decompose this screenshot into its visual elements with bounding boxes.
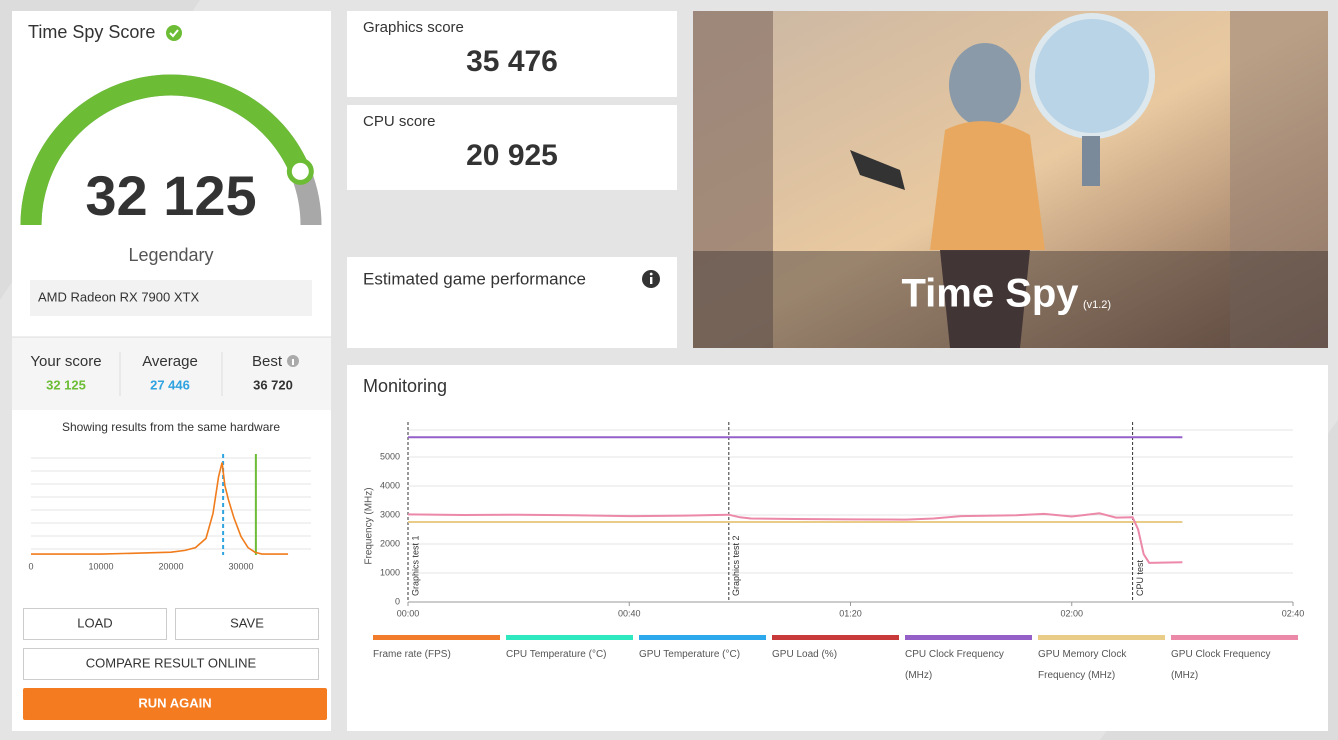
x-tick-label: 30000 (228, 561, 253, 571)
legend-label: Frame rate (FPS) (373, 649, 451, 660)
info-glyph (292, 359, 294, 365)
x-tick-label: 00:40 (618, 608, 641, 618)
legend-label: GPU Temperature (°C) (639, 649, 741, 660)
cpu-label: CPU score (363, 113, 436, 130)
info-glyph (650, 277, 653, 284)
average-value: 27 446 (150, 377, 190, 392)
best-value: 36 720 (253, 377, 293, 392)
x-tick-label: 02:00 (1060, 608, 1083, 618)
legend-swatch (905, 635, 1032, 640)
average-label: Average (142, 353, 198, 370)
button-frame[interactable] (23, 688, 327, 720)
graphics-value: 35 476 (466, 45, 558, 78)
rank: Legendary (128, 245, 213, 265)
gauge-knob (286, 157, 314, 185)
score-value: 32 125 (85, 164, 256, 227)
legend-swatch (373, 635, 500, 640)
best-label: Best (252, 353, 283, 370)
hero-image (693, 11, 1328, 348)
compare-button[interactable]: COMPARE RESULT ONLINE (23, 648, 319, 680)
legend-entry[interactable]: GPU Clock Frequency (MHz) (1171, 635, 1298, 686)
legend-swatch (1171, 635, 1298, 640)
test-marker-label: Graphics test 2 (731, 535, 741, 596)
legend-swatch (639, 635, 766, 640)
run-button[interactable]: RUN AGAIN (23, 688, 327, 720)
load-button[interactable]: LOAD (23, 608, 167, 640)
hero-version: (v1.2) (1083, 299, 1111, 311)
hero-title: Time Spy (901, 272, 1079, 316)
button-label[interactable]: RUN AGAIN (138, 695, 211, 710)
legend-entry[interactable]: CPU Temperature (°C) (506, 635, 633, 665)
button-label[interactable]: COMPARE RESULT ONLINE (86, 655, 257, 670)
gauge (20, 74, 322, 226)
legend-entry[interactable]: GPU Temperature (°C) (639, 635, 766, 665)
button-frame[interactable] (23, 648, 319, 680)
legend-label: CPU Temperature (°C) (506, 649, 607, 660)
legend-label: GPU Load (%) (772, 649, 838, 660)
graphics-label: Graphics score (363, 19, 464, 36)
x-tick-label: 20000 (158, 561, 183, 571)
gpu-name: AMD Radeon RX 7900 XTX (38, 289, 199, 304)
info-glyph (649, 272, 653, 276)
button-label[interactable]: LOAD (77, 615, 112, 630)
legend-entry[interactable]: Frame rate (FPS) (373, 635, 500, 665)
y-tick-label: 3000 (380, 509, 400, 519)
save-button[interactable]: SAVE (175, 608, 319, 640)
legend-entry[interactable]: GPU Load (%) (772, 635, 899, 665)
gpu-box (30, 280, 312, 316)
button-frame[interactable] (175, 608, 319, 640)
x-tick-label: 0 (28, 561, 33, 571)
distribution-chart: 0 10000 20000 30000 (28, 454, 311, 571)
test-marker-label: Graphics test 1 (410, 535, 420, 596)
check-icon (166, 25, 182, 41)
legend-entry[interactable]: CPU Clock Frequency (MHz) (905, 635, 1032, 686)
x-tick-label: 00:00 (397, 608, 420, 618)
estimated-title: Estimated game performance (363, 269, 586, 288)
monitoring-card (347, 365, 1328, 731)
test-marker-label: CPU test (1135, 559, 1145, 596)
monitoring-chart: 0 1000 2000 3000 4000 5000 00:00 00:40 01:20 02:0… (364, 422, 1305, 618)
legend-label: GPU Memory Clock Frequency (MHz) (1038, 649, 1127, 681)
distribution-caption: Showing results from the same hardware (62, 420, 280, 434)
gauge-fill (20, 74, 311, 226)
legend-swatch (1038, 635, 1165, 640)
y-axis-label: Frequency (MHz) (364, 487, 375, 564)
comparison-panel (12, 337, 331, 410)
cpu-card (347, 105, 677, 190)
legend-label: GPU Clock Frequency (MHz) (1171, 649, 1271, 681)
x-tick-label: 01:20 (839, 608, 862, 618)
score-title: Time Spy Score (28, 22, 155, 42)
button-label[interactable]: SAVE (230, 615, 264, 630)
legend-entry[interactable]: GPU Memory Clock Frequency (MHz) (1038, 635, 1165, 686)
hero-banner (693, 251, 1328, 348)
your-score-value: 32 125 (46, 377, 86, 392)
cpu-value: 20 925 (466, 139, 558, 172)
button-frame[interactable] (23, 608, 167, 640)
estimated-card (347, 257, 677, 348)
y-tick-label: 4000 (380, 480, 400, 490)
x-tick-label: 10000 (88, 561, 113, 571)
legend-label: CPU Clock Frequency (MHz) (905, 649, 1004, 681)
y-tick-label: 0 (395, 596, 400, 606)
check-mark (169, 29, 179, 38)
x-tick-label: 02:40 (1282, 608, 1305, 618)
monitoring-title: Monitoring (363, 376, 447, 396)
legend-swatch (772, 635, 899, 640)
y-tick-label: 5000 (380, 451, 400, 461)
y-tick-label: 1000 (380, 567, 400, 577)
your-score-label: Your score (30, 353, 101, 370)
distribution-line (31, 462, 289, 555)
y-tick-label: 2000 (380, 538, 400, 548)
graphics-card (347, 11, 677, 97)
series-line (407, 512, 1183, 564)
legend-swatch (506, 635, 633, 640)
